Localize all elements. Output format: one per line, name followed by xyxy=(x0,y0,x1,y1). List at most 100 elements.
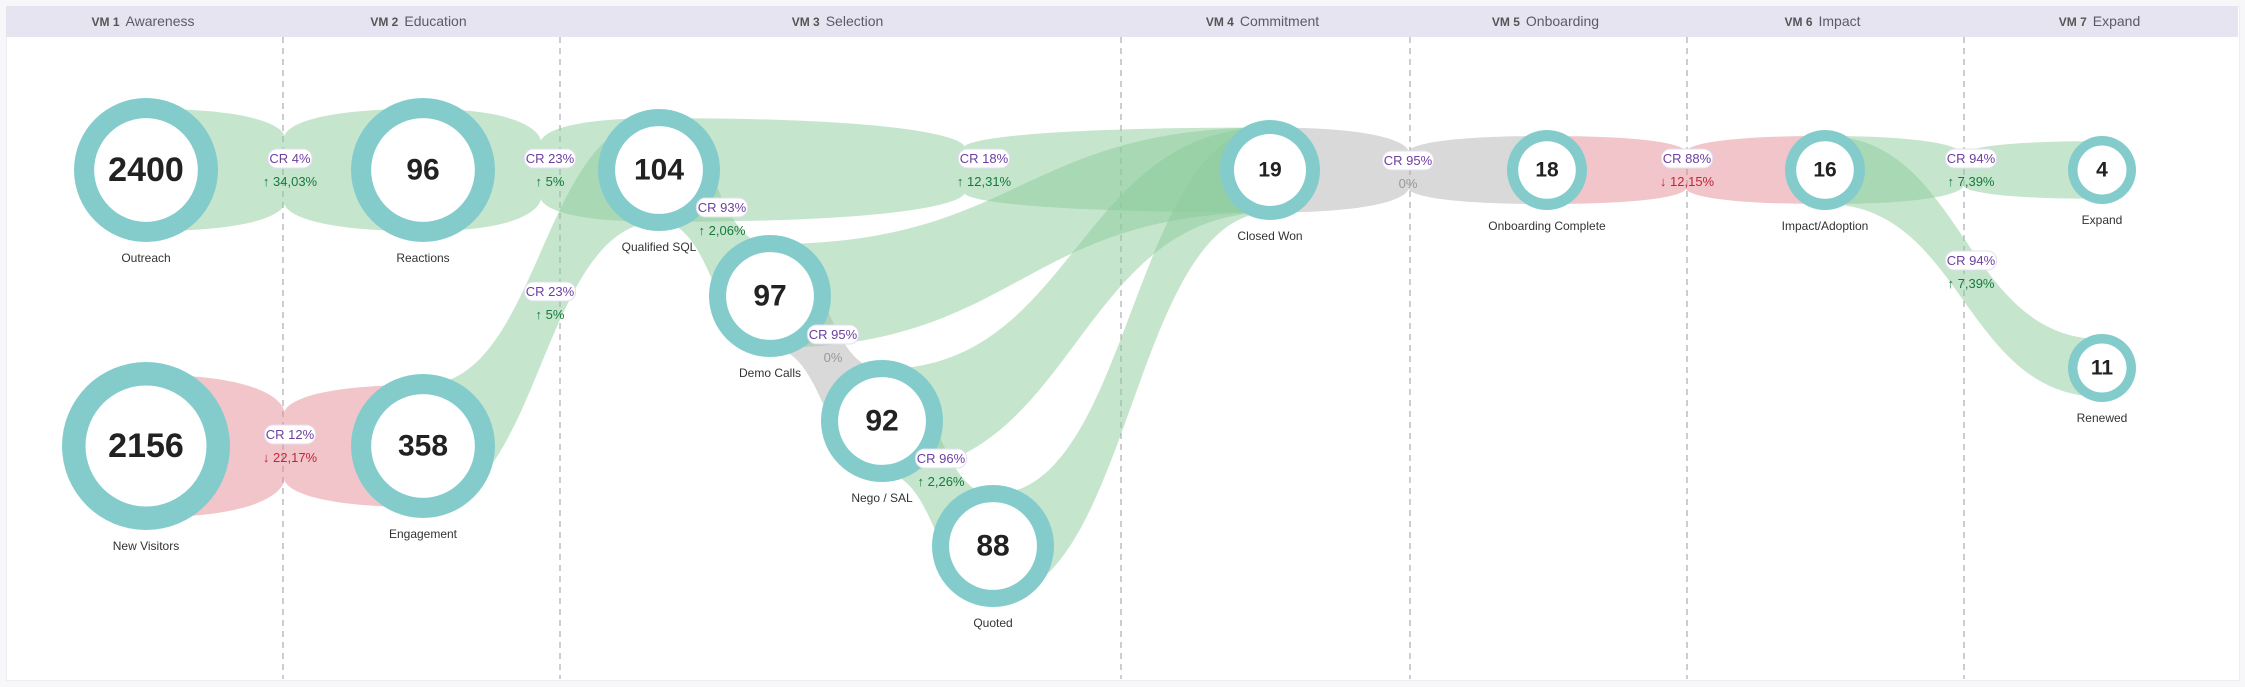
arrow-up-icon: ↑ xyxy=(1948,276,1958,291)
flow-link-outreach-to-reactions xyxy=(146,108,423,232)
cr-pill xyxy=(806,324,860,345)
stage-code: VM 6 xyxy=(1784,15,1813,29)
stage-code: VM 2 xyxy=(370,15,399,29)
stage-code: VM 1 xyxy=(91,15,120,29)
cr-pill xyxy=(1381,150,1435,171)
funnel-nodes: 2400 Outreach 96 Reactions 104 Qualified SQL 2… xyxy=(62,98,2136,630)
cr-pill xyxy=(914,448,968,469)
conversion-rate: CR 94% xyxy=(1947,151,1996,166)
arrow-up-icon: ↑ xyxy=(1948,174,1958,189)
arrow-down-icon: ↓ xyxy=(1660,174,1670,189)
node-value: 16 xyxy=(1813,159,1836,182)
node-renewed: 11 Renewed xyxy=(2068,334,2136,425)
node-core xyxy=(949,502,1037,590)
node-outreach: 2400 Outreach xyxy=(74,98,218,265)
conversion-rate: CR 23% xyxy=(526,151,575,166)
arrow-up-icon: ↑ xyxy=(957,174,967,189)
stage-title-vm6: VM 6 Impact xyxy=(1684,6,1961,37)
node-value: 97 xyxy=(753,280,786,313)
node-core xyxy=(2077,145,2127,195)
conversion-rate: CR 95% xyxy=(809,327,858,342)
node-core xyxy=(371,118,475,222)
stage-title-vm3: VM 3 Selection xyxy=(557,6,1118,37)
node-core xyxy=(726,252,814,340)
delta-value: 2,06% xyxy=(709,223,746,238)
conversion-label-new_visitors-to-engagement: CR 12% ↓ 22,17% xyxy=(263,424,318,465)
node-label: Closed Won xyxy=(1237,229,1302,243)
conversion-rate: CR 18% xyxy=(960,151,1009,166)
delta-change: 0% xyxy=(824,350,843,365)
delta-change: ↑ 12,31% xyxy=(957,174,1012,189)
conversion-label-onboarding_complete-to-impact_adoption: CR 88% ↓ 12,15% xyxy=(1660,148,1715,189)
conversion-label-demo_calls-to-nego_sal: CR 95% 0% xyxy=(806,324,860,365)
arrow-up-icon: ↑ xyxy=(263,174,273,189)
node-reactions: 96 Reactions xyxy=(351,98,495,265)
delta-value: 22,17% xyxy=(273,450,318,465)
node-onboarding_complete: 18 Onboarding Complete xyxy=(1488,130,1606,233)
node-value: 96 xyxy=(406,154,439,187)
node-core xyxy=(371,394,475,498)
conversion-rate: CR 93% xyxy=(698,200,747,215)
node-value: 2400 xyxy=(108,151,184,189)
node-label: Demo Calls xyxy=(739,366,801,380)
stage-name: Awareness xyxy=(125,13,195,29)
stage-title-vm2: VM 2 Education xyxy=(280,6,557,37)
node-label: Impact/Adoption xyxy=(1782,219,1869,233)
delta-value: 5% xyxy=(546,307,565,322)
node-value: 4 xyxy=(2096,159,2108,182)
node-label: Outreach xyxy=(121,251,170,265)
node-impact_adoption: 16 Impact/Adoption xyxy=(1782,130,1869,233)
cr-pill xyxy=(1944,148,1998,169)
delta-change: ↑ 2,26% xyxy=(918,474,965,489)
node-nego_sal: 92 Nego / SAL xyxy=(821,360,943,505)
stage-name: Education xyxy=(404,13,467,29)
delta-value: 0% xyxy=(1399,176,1418,191)
stage-name: Expand xyxy=(2092,13,2141,29)
node-value: 19 xyxy=(1258,159,1281,182)
arrow-down-icon: ↓ xyxy=(263,450,273,465)
stage-name: Commitment xyxy=(1239,13,1320,29)
node-label: Reactions xyxy=(396,251,449,265)
node-core xyxy=(1796,141,1854,199)
conversion-label-engagement-to-qualified_sql: CR 23% ↑ 5% xyxy=(523,281,577,322)
conversion-rate: CR 4% xyxy=(269,151,311,166)
conversion-rate: CR 23% xyxy=(526,284,575,299)
delta-value: 7,39% xyxy=(1958,174,1995,189)
cr-pill xyxy=(523,281,577,302)
conversion-label-closed_won-to-onboarding_complete: CR 95% 0% xyxy=(1381,150,1435,191)
delta-value: 2,26% xyxy=(928,474,965,489)
delta-change: 0% xyxy=(1399,176,1418,191)
node-expand: 4 Expand xyxy=(2068,136,2136,227)
cr-pill xyxy=(523,148,577,169)
node-core xyxy=(1518,141,1576,199)
stage-title-vm1: VM 1 Awareness xyxy=(6,6,280,37)
cr-pill xyxy=(1944,250,1998,271)
node-value: 2156 xyxy=(108,427,184,465)
stage-name: Impact xyxy=(1818,13,1861,29)
node-quoted: 88 Quoted xyxy=(932,485,1054,630)
delta-value: 12,15% xyxy=(1670,174,1715,189)
node-value: 104 xyxy=(634,154,684,187)
node-qualified_sql: 104 Qualified SQL xyxy=(598,109,720,254)
conversion-label-qualified_sql-to-closed_won: CR 18% ↑ 12,31% xyxy=(957,148,1012,189)
cr-pill xyxy=(695,197,749,218)
node-label: Qualified SQL xyxy=(622,240,697,254)
node-demo_calls: 97 Demo Calls xyxy=(709,235,831,380)
node-value: 88 xyxy=(976,530,1009,563)
node-engagement: 358 Engagement xyxy=(351,374,495,541)
flow-link-onboarding_complete-to-impact_adoption xyxy=(1547,136,1825,204)
stage-header-bar: VM 1 Awareness VM 2 Education VM 3 Selectio… xyxy=(6,6,2238,37)
node-core xyxy=(838,377,926,465)
delta-change: ↑ 34,03% xyxy=(263,174,318,189)
stage-code: VM 5 xyxy=(1491,15,1520,29)
conversion-rate: CR 94% xyxy=(1947,253,1996,268)
node-label: Expand xyxy=(2082,213,2123,227)
node-core xyxy=(94,118,198,222)
cr-pill xyxy=(263,424,317,445)
delta-change: ↑ 7,39% xyxy=(1948,174,1995,189)
stage-code: VM 4 xyxy=(1205,15,1234,29)
conversion-rate: CR 12% xyxy=(266,427,315,442)
delta-value: 0% xyxy=(824,350,843,365)
delta-change: ↓ 22,17% xyxy=(263,450,318,465)
stage-title-vm4: VM 4 Commitment xyxy=(1118,6,1407,37)
